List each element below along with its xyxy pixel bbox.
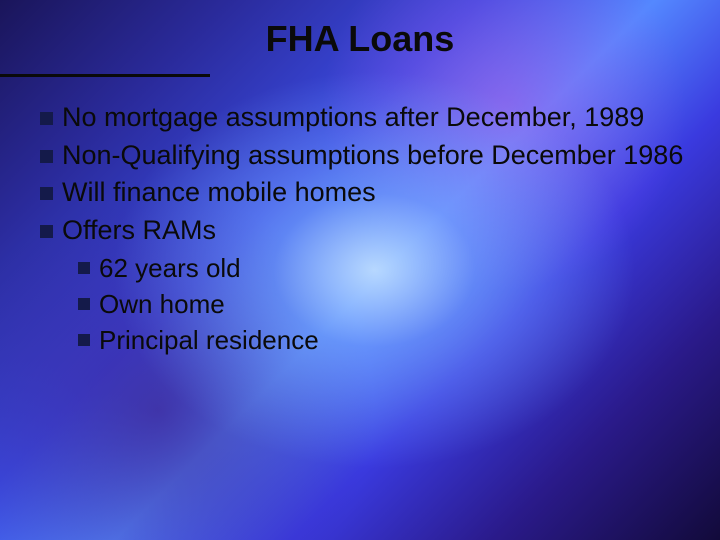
square-bullet-icon [40, 187, 53, 200]
square-bullet-icon [40, 225, 53, 238]
square-bullet-icon [78, 334, 90, 346]
list-item-text: Non-Qualifying assumptions before Decemb… [62, 138, 684, 174]
list-item-text: No mortgage assumptions after December, … [62, 100, 684, 136]
square-bullet-icon [40, 150, 53, 163]
slide-body: No mortgage assumptions after December, … [36, 100, 684, 357]
sub-list-item: Principal residence [78, 323, 684, 357]
slide: FHA Loans No mortgage assumptions after … [0, 0, 720, 540]
sub-list-item: 62 years old [78, 251, 684, 285]
list-item: Will finance mobile homes [40, 175, 684, 211]
sub-list-item-text: Own home [99, 287, 684, 321]
list-item-text: Offers RAMs [62, 213, 684, 249]
list-item: Non-Qualifying assumptions before Decemb… [40, 138, 684, 174]
list-item: Offers RAMs [40, 213, 684, 249]
list-item-text: Will finance mobile homes [62, 175, 684, 211]
sub-list-item-text: Principal residence [99, 323, 684, 357]
square-bullet-icon [78, 298, 90, 310]
slide-title: FHA Loans [36, 18, 684, 60]
title-underline [0, 74, 210, 77]
sub-list-item: Own home [78, 287, 684, 321]
sub-list-item-text: 62 years old [99, 251, 684, 285]
list-item: No mortgage assumptions after December, … [40, 100, 684, 136]
square-bullet-icon [78, 262, 90, 274]
square-bullet-icon [40, 112, 53, 125]
